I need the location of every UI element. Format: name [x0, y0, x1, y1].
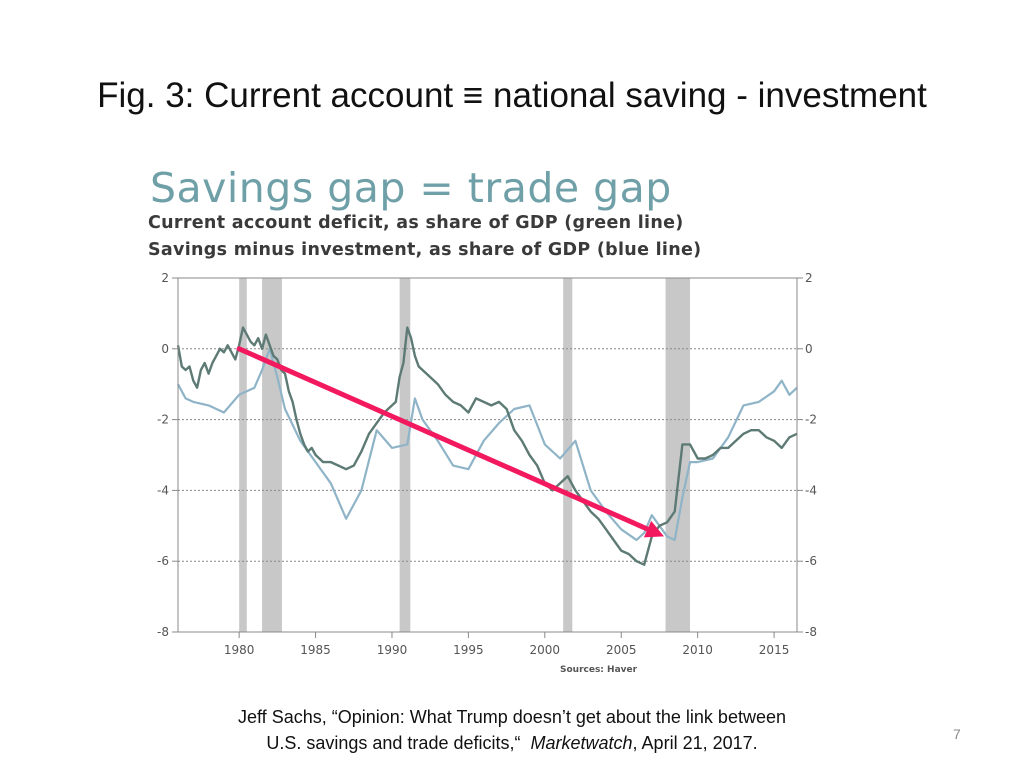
blue-series-line [177, 347, 798, 542]
trend-arrow [236, 346, 664, 538]
plot-frame [177, 277, 798, 633]
y-axis-right: 2 0 -2 -4 -6 -8 [797, 271, 817, 639]
recession-bands [239, 278, 691, 632]
x-tick-label: 1980 [224, 643, 255, 657]
chart-subtitle-green-line: Current account deficit, as share of GDP… [148, 213, 684, 233]
x-tick-label: 2000 [530, 643, 561, 657]
x-tick-label: 1990 [377, 643, 408, 657]
citation-date: , April 21, 2017. [632, 733, 758, 753]
citation-line-1: Jeff Sachs, “Opinion: What Trump doesn’t… [238, 707, 786, 727]
slide-title: Fig. 3: Current account ≡ national savin… [97, 76, 927, 115]
page-number: 7 [953, 726, 961, 742]
y-tick-label: 0 [805, 342, 813, 356]
series-lines [176, 326, 798, 566]
y-tick-label: 0 [161, 342, 169, 356]
citation-source: Marketwatch [530, 733, 633, 753]
grid-lines [178, 348, 797, 562]
recession-band [239, 278, 247, 632]
x-tick-label: 1995 [453, 643, 484, 657]
chart-subtitle-blue-line: Savings minus investment, as share of GD… [148, 240, 702, 260]
y-tick-label: -6 [157, 554, 169, 568]
arrow-shaft [236, 346, 651, 532]
recession-band [262, 278, 282, 632]
y-tick-label: -8 [157, 625, 169, 639]
y-tick-label: -2 [805, 413, 817, 427]
recession-band [563, 278, 573, 632]
x-tick-label: 1985 [300, 643, 331, 657]
recession-band [399, 278, 411, 632]
citation: Jeff Sachs, “Opinion: What Trump doesn’t… [0, 704, 1024, 756]
y-tick-label: -4 [805, 483, 817, 497]
x-tick-label: 2005 [606, 643, 637, 657]
y-axis-left: 2 0 -2 -4 -6 -8 [157, 271, 178, 639]
arrow-head [643, 520, 664, 538]
chart-title: Savings gap = trade gap [150, 164, 672, 212]
source-note: Sources: Haver [560, 665, 638, 675]
x-tick-label: 2015 [759, 643, 790, 657]
citation-text: U.S. savings and trade deficits,“ [266, 733, 526, 753]
y-tick-label: 2 [805, 271, 813, 285]
x-tick-label: 2010 [682, 643, 713, 657]
y-tick-label: -2 [157, 413, 169, 427]
y-tick-label: -6 [805, 554, 817, 568]
y-tick-label: 2 [161, 271, 169, 285]
citation-line-2: U.S. savings and trade deficits,“ Market… [0, 730, 1024, 756]
y-tick-label: -8 [805, 625, 817, 639]
chart-plot: 2 0 -2 -4 -6 -8 2 0 -2 -4 -6 -8 1980 1985 1990 1995 20… [157, 271, 817, 675]
x-axis: 1980 1985 1990 1995 2000 2005 2010 2015 [224, 632, 789, 657]
y-tick-label: -4 [157, 483, 169, 497]
green-series-line [176, 326, 798, 566]
recession-band [665, 278, 691, 632]
